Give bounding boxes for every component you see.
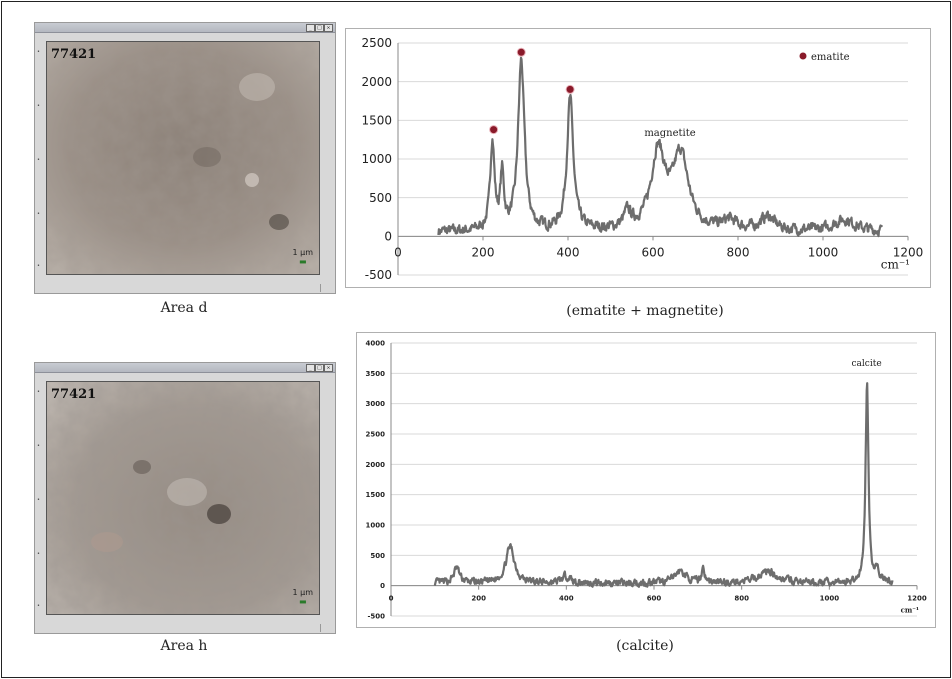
caption-chart-2: (calcite) — [616, 638, 674, 654]
x-tick-label: 200 — [471, 595, 486, 603]
x-tick-label: 0 — [389, 595, 394, 603]
y-tick-label: 1000 — [361, 152, 392, 166]
image-bottom-axis — [46, 275, 318, 291]
y-tick-label: 2500 — [361, 36, 392, 50]
y-tick-label: 500 — [370, 552, 385, 560]
y-tick-label: 2000 — [361, 75, 392, 89]
x-tick-label: 1200 — [893, 245, 924, 259]
y-tick-label: 4000 — [366, 339, 386, 347]
micrograph-image: 77421 1 µm ▬ — [46, 381, 320, 615]
x-tick-label: 800 — [734, 595, 749, 603]
raman-spectrum-chart-2: -500 0 500 1000 1500 2000 2500 3000 3500 4000 0 200… — [356, 332, 936, 628]
close-icon[interactable]: × — [324, 364, 333, 372]
x-tick-label: 800 — [727, 245, 750, 259]
x-tick-label: 1200 — [907, 595, 927, 603]
y-tick-label: -500 — [365, 268, 392, 282]
y-tick-label: 3000 — [366, 400, 386, 408]
y-tick-label: 500 — [369, 191, 392, 205]
micrograph-window-area-h: _ □ × • • • • • 77421 — [34, 362, 336, 634]
x-tick-label: 400 — [559, 595, 574, 603]
y-tick-label: 2000 — [366, 461, 386, 469]
spectrum-line — [437, 56, 884, 238]
minimize-icon[interactable]: _ — [306, 24, 315, 32]
micrograph-image: 77421 1 µm ▬ — [46, 41, 320, 275]
x-axis-label: cm⁻¹ — [901, 606, 919, 615]
y-tick-label: 1500 — [361, 114, 392, 128]
y-tick-label: 2500 — [366, 430, 386, 438]
sample-id-label: 77421 — [51, 387, 97, 402]
y-tick-label: 1500 — [366, 491, 386, 499]
x-tick-label: 1000 — [808, 245, 839, 259]
legend-marker — [799, 52, 807, 60]
x-tick-label: 1000 — [820, 595, 840, 603]
ematite-peak-marker — [516, 47, 526, 57]
scale-bar-label: 1 µm ▬ — [292, 588, 313, 606]
x-tick-label: 200 — [472, 245, 495, 259]
ematite-peak-marker — [565, 84, 575, 94]
resize-grip[interactable] — [320, 624, 333, 632]
x-axis-label: cm⁻¹ — [881, 257, 910, 271]
maximize-icon[interactable]: □ — [315, 364, 324, 372]
caption-area-d: Area d — [160, 300, 208, 316]
x-tick-label: 600 — [642, 245, 665, 259]
x-tick-label: 0 — [394, 245, 402, 259]
y-tick-label: 3500 — [366, 370, 386, 378]
y-tick-label: 0 — [380, 582, 385, 590]
image-left-axis: • • • • • — [37, 49, 40, 269]
image-bottom-axis — [46, 615, 318, 631]
caption-area-h: Area h — [160, 638, 208, 654]
window-titlebar: _ □ × — [35, 23, 335, 33]
y-tick-label: 1000 — [366, 521, 386, 529]
window-titlebar: _ □ × — [35, 363, 335, 373]
image-left-axis: • • • • • — [37, 389, 40, 609]
minimize-icon[interactable]: _ — [306, 364, 315, 372]
x-tick-label: 600 — [647, 595, 662, 603]
peak-annotation-magnetite: magnetite — [644, 128, 695, 139]
scale-bar-label: 1 µm ▬ — [292, 248, 313, 266]
y-tick-label: -500 — [367, 612, 385, 620]
close-icon[interactable]: × — [324, 24, 333, 32]
caption-chart-1: (ematite + magnetite) — [566, 303, 724, 319]
spectrum-line — [433, 382, 894, 588]
chart-svg-2: -500 0 500 1000 1500 2000 2500 3000 3500 4000 0 200… — [366, 339, 927, 620]
maximize-icon[interactable]: □ — [315, 24, 324, 32]
legend-label: ematite — [811, 52, 850, 63]
micrograph-window-area-d: _ □ × • • • • • 77421 — [34, 22, 336, 294]
resize-grip[interactable] — [320, 284, 333, 292]
sample-id-label: 77421 — [51, 47, 97, 62]
raman-spectrum-chart-1: -500 0 500 1000 1500 2000 2500 0 200 400 600 800 100… — [345, 28, 931, 288]
y-tick-label: 0 — [384, 230, 392, 244]
x-tick-label: 400 — [557, 245, 580, 259]
ematite-peak-marker — [489, 125, 499, 135]
peak-annotation-calcite: calcite — [852, 359, 882, 369]
